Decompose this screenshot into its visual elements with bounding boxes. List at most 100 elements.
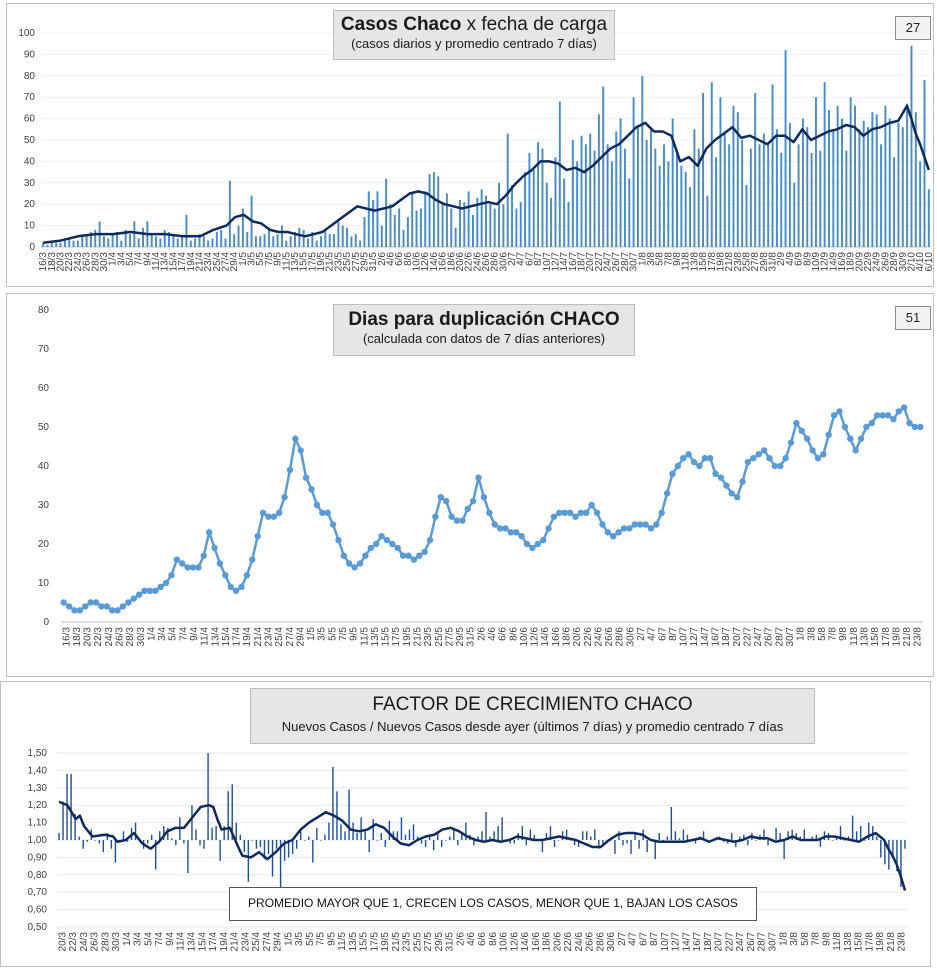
- daily-cases-bar: [164, 230, 166, 247]
- doubling-days-point: [244, 572, 250, 578]
- x-tick-label: 3/8: [789, 932, 800, 946]
- doubling-days-point: [605, 529, 611, 535]
- daily-factor-bar: [360, 817, 361, 840]
- x-tick-label: 3/8: [806, 627, 817, 641]
- daily-factor-bar: [324, 835, 325, 840]
- doubling-days-point: [421, 549, 427, 555]
- daily-factor-bar: [99, 840, 100, 843]
- daily-factor-bar: [171, 838, 172, 840]
- doubling-days-point: [739, 478, 745, 484]
- daily-cases-bar: [498, 183, 500, 247]
- x-tick-label: 24/3: [79, 932, 90, 952]
- x-tick-label: 25/5: [412, 932, 423, 952]
- daily-cases-bar: [741, 140, 743, 247]
- x-tick-label: 22/7: [724, 932, 735, 952]
- daily-cases-bar: [637, 125, 639, 247]
- x-tick-label: 26/6: [604, 627, 615, 647]
- daily-factor-bar: [481, 831, 482, 840]
- daily-factor-bar: [856, 831, 857, 840]
- x-tick-label: 16/6: [551, 627, 562, 647]
- daily-factor-bar: [256, 840, 257, 849]
- x-tick-label: 2/6: [455, 932, 466, 946]
- daily-cases-bar: [47, 245, 49, 247]
- daily-cases-bar: [554, 157, 556, 247]
- doubling-days-point: [648, 525, 654, 531]
- x-tick-label: 23/8: [913, 627, 924, 647]
- doubling-days-point: [174, 556, 180, 562]
- daily-factor-bar: [82, 840, 83, 849]
- daily-factor-bar: [248, 840, 249, 882]
- daily-cases-bar: [811, 153, 813, 247]
- daily-cases-bar: [615, 131, 617, 247]
- daily-cases-bar: [863, 121, 865, 247]
- doubling-days-point: [427, 537, 433, 543]
- daily-factor-bar: [191, 805, 192, 840]
- daily-cases-bar: [546, 183, 548, 247]
- daily-cases-bar: [494, 208, 496, 247]
- daily-factor-bar: [638, 840, 639, 849]
- doubling-days-point: [885, 412, 891, 418]
- daily-cases-bar: [667, 161, 669, 247]
- y-tick-label: 0: [43, 617, 49, 628]
- daily-factor-bar: [445, 840, 446, 841]
- y-tick-label: 1,30: [28, 783, 48, 794]
- x-tick-label: 3/5: [317, 627, 328, 641]
- x-tick-label: 5/4: [168, 627, 179, 641]
- daily-cases-bar: [837, 106, 839, 247]
- daily-factor-bar: [413, 824, 414, 840]
- doubling-days-point: [93, 599, 99, 605]
- daily-factor-bar: [260, 840, 261, 847]
- doubling-days-point: [438, 494, 444, 500]
- daily-cases-bar: [77, 241, 79, 247]
- doubling-days-point: [222, 572, 228, 578]
- daily-factor-bar: [203, 840, 204, 849]
- daily-cases-bar: [910, 46, 912, 247]
- x-tick-label: 16/7: [710, 627, 721, 647]
- x-tick-label: 11/8: [832, 932, 843, 951]
- daily-cases-bar: [919, 161, 921, 247]
- daily-cases-bar: [411, 194, 413, 248]
- doubling-days-point: [734, 494, 740, 500]
- x-tick-label: 4/6: [466, 932, 477, 946]
- daily-cases-bar: [646, 140, 648, 247]
- x-tick-label: 17/4: [208, 932, 219, 952]
- daily-cases-bar: [850, 97, 852, 247]
- daily-factor-bar: [832, 840, 833, 841]
- daily-cases-bar: [568, 202, 570, 247]
- x-tick-label: 11/8: [849, 627, 860, 646]
- doubling-days-point: [852, 447, 858, 453]
- factor-chart-title: FACTOR DE CRECIMIENTO CHACO: [251, 694, 814, 716]
- daily-factor-bar: [622, 840, 623, 845]
- y-tick-label: 0,90: [28, 852, 48, 863]
- daily-factor-bar: [304, 840, 305, 841]
- daily-cases-bar: [876, 114, 878, 247]
- x-tick-label: 10/6: [519, 627, 530, 647]
- daily-factor-bar: [582, 831, 583, 840]
- x-tick-label: 8/6: [508, 627, 519, 641]
- doubling-days-point: [653, 521, 659, 527]
- daily-cases-bar: [581, 136, 583, 247]
- daily-cases-bar: [455, 228, 457, 247]
- daily-factor-bar: [485, 812, 486, 840]
- x-tick-label: 29/4: [273, 932, 284, 952]
- daily-factor-bar: [747, 840, 748, 845]
- daily-cases-bar: [442, 204, 444, 247]
- doubling-days-point: [869, 420, 875, 426]
- casos-chart-title-bold: Casos Chaco: [341, 14, 461, 35]
- daily-cases-bar: [398, 208, 400, 247]
- daily-cases-bar: [785, 50, 787, 247]
- daily-cases-bar: [272, 236, 274, 247]
- daily-cases-bar: [641, 76, 643, 247]
- x-tick-label: 13/5: [348, 932, 359, 952]
- doubling-days-point: [793, 420, 799, 426]
- x-tick-label: 17/5: [391, 627, 402, 647]
- daily-factor-bar: [554, 840, 555, 847]
- daily-factor-bar: [687, 835, 688, 840]
- daily-cases-bar: [746, 185, 748, 247]
- daily-factor-bar: [594, 830, 595, 840]
- casos-chart-title-box: Casos Chaco x fecha de carga (casos diar…: [333, 10, 615, 60]
- daily-cases-bar: [680, 166, 682, 247]
- daily-cases-bar: [86, 236, 88, 247]
- doubling-days-point: [788, 439, 794, 445]
- daily-cases-bar: [719, 97, 721, 247]
